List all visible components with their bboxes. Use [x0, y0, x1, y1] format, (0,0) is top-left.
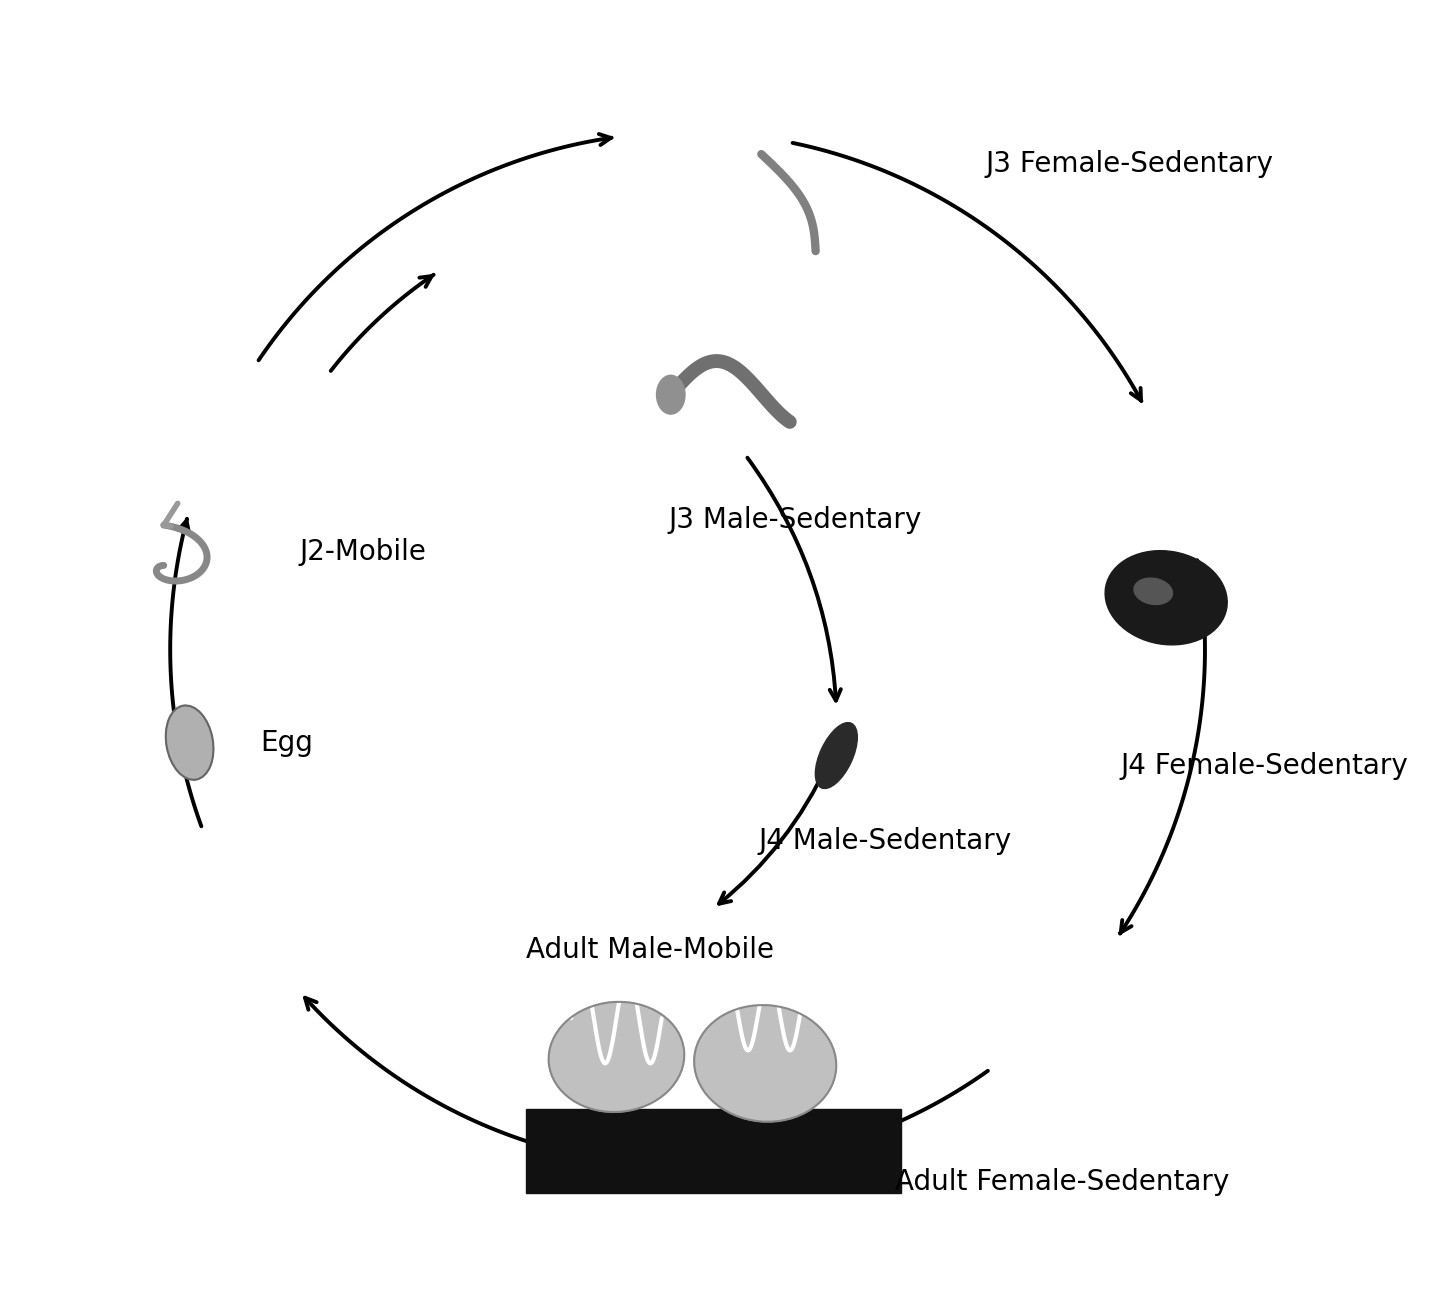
Ellipse shape: [1133, 578, 1172, 604]
Ellipse shape: [657, 375, 685, 414]
Ellipse shape: [694, 1005, 837, 1122]
Text: J4 Male-Sedentary: J4 Male-Sedentary: [759, 827, 1012, 855]
Ellipse shape: [815, 722, 857, 788]
Text: Adult Male-Mobile: Adult Male-Mobile: [526, 935, 773, 964]
Bar: [526, 1108, 901, 1192]
Text: J2-Mobile: J2-Mobile: [300, 539, 426, 566]
Text: Adult Female-Sedentary: Adult Female-Sedentary: [894, 1168, 1228, 1196]
Ellipse shape: [549, 1002, 684, 1112]
Text: J4 Female-Sedentary: J4 Female-Sedentary: [1120, 752, 1408, 779]
Ellipse shape: [166, 705, 213, 779]
Text: Egg: Egg: [261, 729, 314, 756]
Text: J3 Female-Sedentary: J3 Female-Sedentary: [985, 151, 1273, 178]
Ellipse shape: [1104, 551, 1227, 644]
Text: J3 Male-Sedentary: J3 Male-Sedentary: [668, 507, 922, 534]
